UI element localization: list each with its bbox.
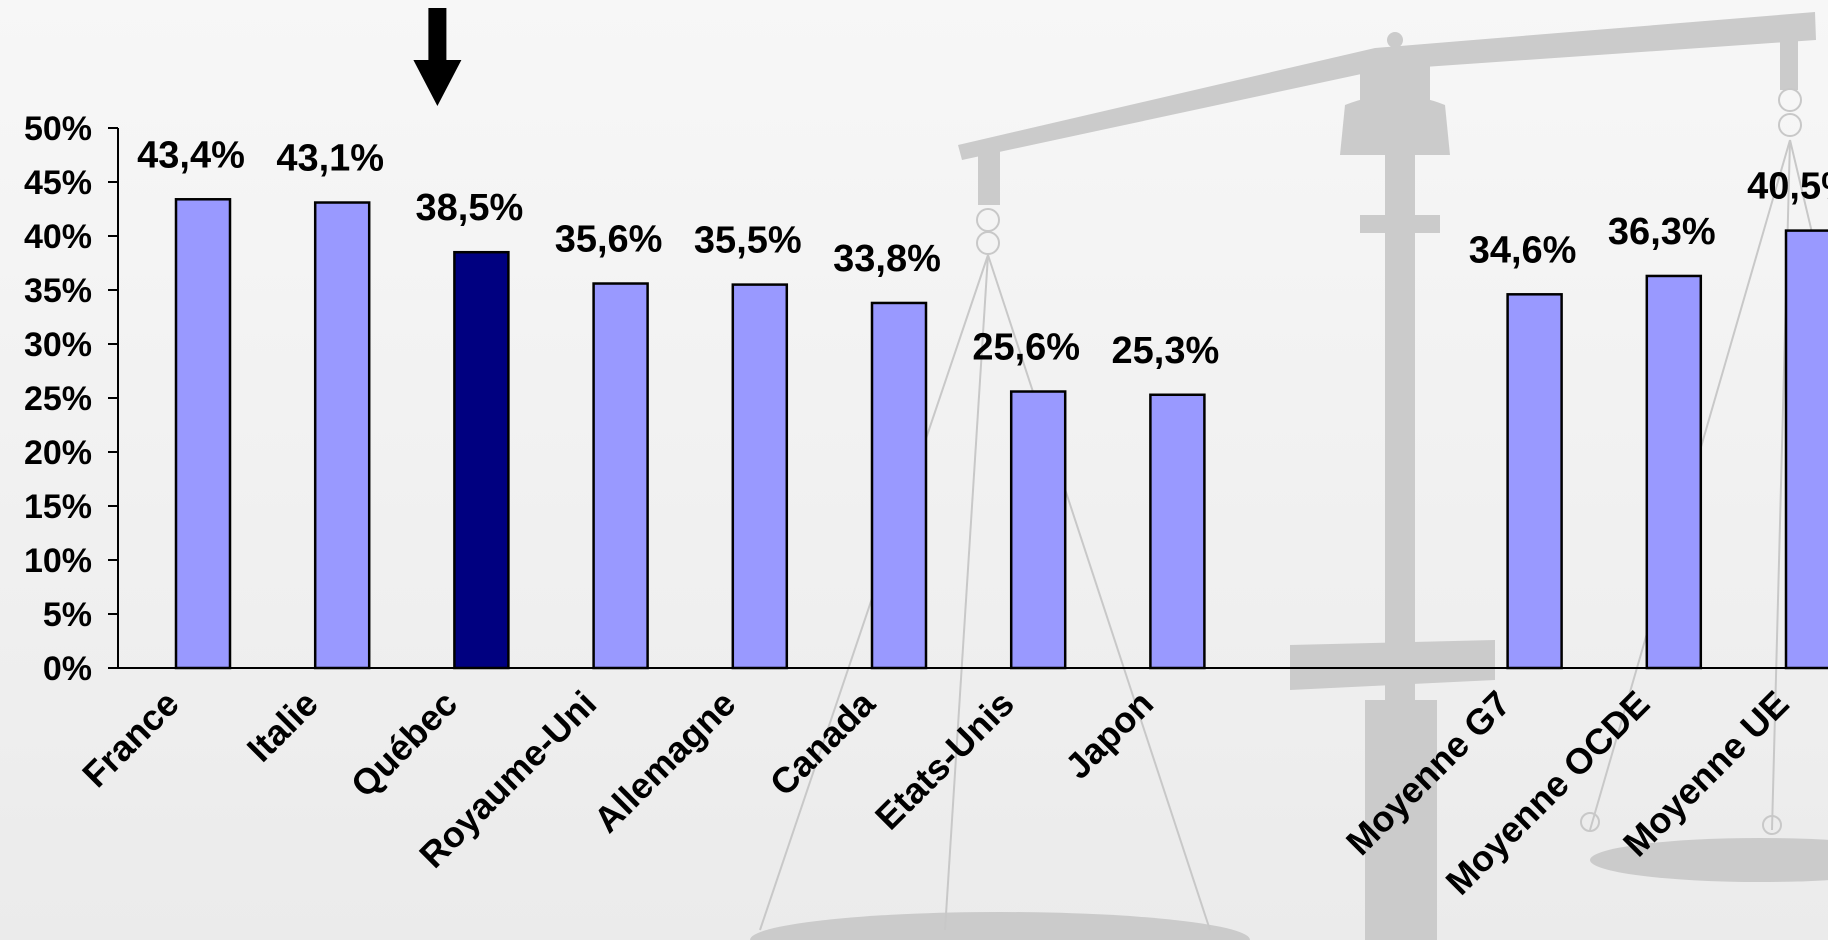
y-tick-label: 15% xyxy=(24,488,92,526)
y-tick-label: 10% xyxy=(24,542,92,580)
y-tick-label: 40% xyxy=(24,218,92,256)
bar xyxy=(731,283,789,670)
y-tick-label: 20% xyxy=(24,434,92,472)
y-tick-label: 30% xyxy=(24,326,92,364)
y-tick-label: 50% xyxy=(24,110,92,148)
category-label: Canada xyxy=(762,682,884,804)
bars xyxy=(174,198,1828,670)
balance-scale-graphic xyxy=(750,12,1828,940)
data-label: 35,5% xyxy=(694,220,802,262)
data-label: 35,6% xyxy=(555,219,663,261)
category-label: Etats-Unis xyxy=(867,683,1022,838)
y-axis-ticks: 0% 5% 10% 15% 20% 25% 30% 35% 40% 45% 50% xyxy=(24,110,118,688)
data-label: 40,5% xyxy=(1747,166,1828,208)
data-label: 38,5% xyxy=(416,187,524,229)
data-label: 43,1% xyxy=(276,138,384,180)
bar xyxy=(1784,229,1828,670)
y-tick-label: 5% xyxy=(43,596,92,634)
category-label: Québec xyxy=(343,683,465,805)
bar xyxy=(174,198,232,670)
data-label: 36,3% xyxy=(1608,211,1716,253)
annotation xyxy=(413,8,462,106)
y-tick-label: 0% xyxy=(43,650,92,688)
bar xyxy=(1149,393,1206,670)
y-tick-label: 25% xyxy=(24,380,92,418)
data-labels: 43,4% 43,1% 38,5% 35,6% 35,5% 33,8% 25,6% 25,3%… xyxy=(137,134,1828,371)
data-label: 33,8% xyxy=(833,238,941,280)
category-label: Allemagne xyxy=(586,683,744,841)
data-label: 43,4% xyxy=(137,134,245,176)
bar xyxy=(1009,390,1067,670)
bar xyxy=(453,250,510,670)
category-label: France xyxy=(74,683,186,795)
bar xyxy=(1645,274,1703,670)
data-label: 34,6% xyxy=(1469,229,1577,271)
bar xyxy=(1506,293,1563,670)
y-tick-label: 35% xyxy=(24,272,92,310)
bar xyxy=(870,301,928,670)
bar xyxy=(313,201,371,670)
down-arrow-icon xyxy=(413,8,462,106)
y-tick-label: 45% xyxy=(24,164,92,202)
data-label: 25,6% xyxy=(972,327,1080,369)
data-label: 25,3% xyxy=(1112,330,1220,372)
category-label: Italie xyxy=(239,683,326,770)
bar xyxy=(592,282,649,670)
